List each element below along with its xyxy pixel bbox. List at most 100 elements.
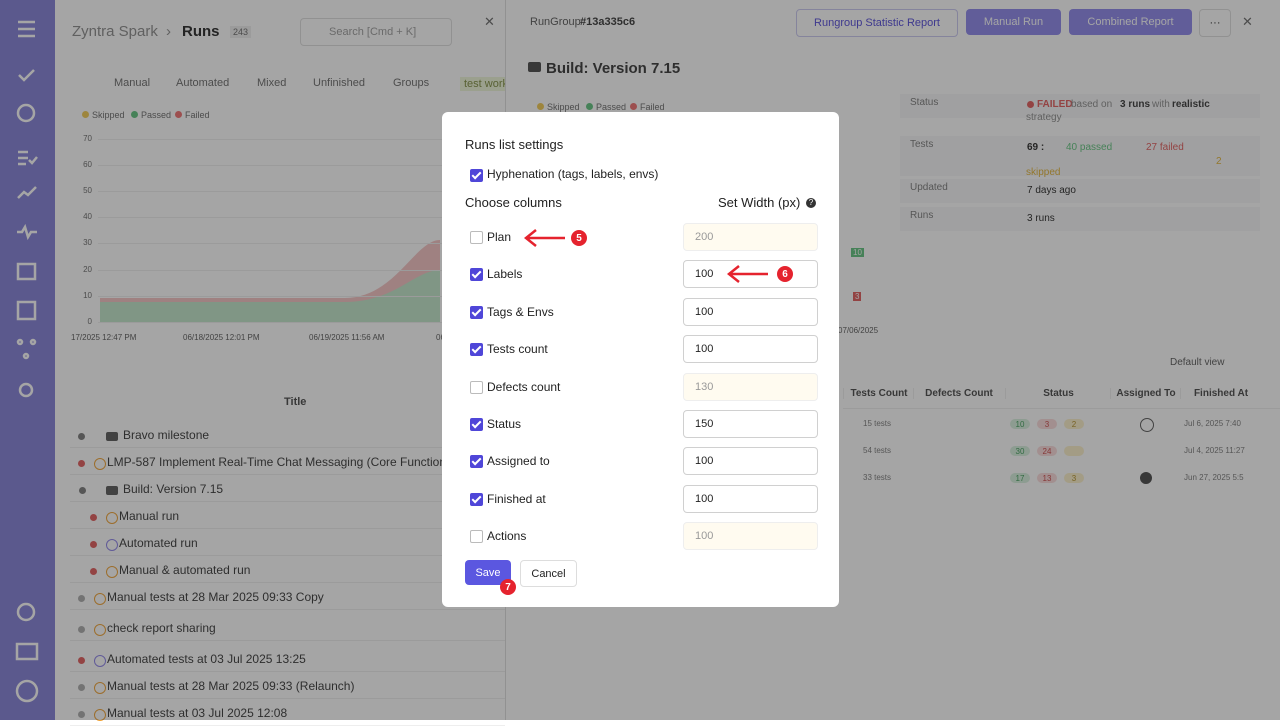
more-button[interactable]: ··· [1199, 9, 1231, 37]
run-title[interactable]: LMP-587 Implement Real-Time Chat Messagi… [107, 455, 453, 469]
width-input[interactable]: 100 [683, 484, 818, 513]
run-title[interactable]: Automated tests at 03 Jul 2025 13:25 [107, 652, 306, 666]
combined-report-button[interactable]: Combined Report [1069, 9, 1192, 35]
avatar [1140, 418, 1154, 432]
step-marker: 5 [571, 230, 587, 246]
tab[interactable]: Mixed [257, 77, 287, 89]
status-pill: 3 [1037, 419, 1057, 429]
x-tick-label: 06/18/2025 12:01 PM [183, 333, 260, 342]
tests-total: 69 : [1027, 142, 1045, 153]
tab[interactable]: test work [460, 77, 513, 91]
column-name: Actions [487, 529, 527, 544]
tests-count: 54 tests [863, 446, 892, 455]
checkbox[interactable] [470, 169, 483, 182]
legend-dot [131, 111, 138, 118]
chart-label: 10 [851, 248, 864, 257]
detail-row [900, 207, 1260, 231]
status-pill: 2 [1064, 419, 1084, 429]
status-text: based on [1071, 99, 1113, 110]
row-line [70, 501, 505, 502]
y-tick-label: 0 [87, 316, 92, 326]
run-icon [106, 566, 118, 578]
finished-at: Jun 27, 2025 5:5 [1184, 473, 1244, 482]
run-title[interactable]: Build: Version 7.15 [123, 482, 224, 496]
tab[interactable]: Manual [114, 77, 151, 89]
width-input[interactable]: 100 [683, 447, 818, 476]
width-input[interactable]: 100 [683, 297, 818, 326]
width-input[interactable]: 100 [683, 335, 818, 364]
run-icon [94, 593, 106, 605]
separator: › [166, 23, 171, 40]
column-name: Tests count [487, 342, 548, 357]
checkbox[interactable] [470, 305, 483, 319]
status-pill: 24 [1037, 446, 1057, 456]
status-pill: 3 [1064, 473, 1084, 483]
y-tick-label: 50 [83, 186, 92, 196]
help-icon[interactable]: ? [806, 198, 816, 208]
checkbox[interactable] [470, 343, 483, 357]
row-line [70, 671, 505, 672]
tab[interactable]: Automated [176, 77, 230, 89]
width-input[interactable]: 100 [683, 260, 818, 289]
run-title[interactable]: Manual tests at 28 Mar 2025 09:33 Copy [107, 590, 324, 604]
status-dot [90, 541, 97, 548]
checkbox[interactable] [470, 418, 483, 431]
column-name: Assigned to [487, 454, 550, 469]
run-title[interactable]: Bravo milestone [123, 428, 210, 442]
close[interactable]: ✕ [1242, 14, 1253, 29]
run-title[interactable]: check report sharing [107, 621, 216, 635]
run-title[interactable]: Manual run [119, 509, 180, 523]
statistic-report-button[interactable]: Rungroup Statistic Report [796, 9, 958, 37]
chart-label: 3 [853, 292, 862, 301]
status-dot [78, 711, 85, 718]
column-name: Status [487, 417, 522, 431]
failed: 27 failed [1146, 142, 1184, 153]
run-title[interactable]: Manual & automated run [119, 563, 251, 577]
checkbox[interactable] [470, 231, 483, 244]
tab[interactable]: Groups [393, 77, 430, 89]
row-line [70, 528, 505, 529]
checkbox[interactable] [470, 530, 483, 544]
width-input[interactable]: 130 [683, 372, 818, 401]
width-input[interactable]: 100 [683, 522, 818, 551]
run-icon [94, 624, 106, 636]
finished-at: Jul 6, 2025 7:40 [1184, 419, 1241, 428]
column-header: Finished At [1180, 388, 1261, 399]
status-dot [1027, 101, 1034, 108]
status-text: realistic [1172, 99, 1210, 110]
y-tick-label: 30 [83, 238, 92, 248]
column-title: Title [284, 396, 307, 408]
search[interactable]: Search [Cmd + K] [300, 18, 452, 46]
skipped: 2 skipped [1026, 156, 1222, 178]
status-dot [90, 514, 97, 521]
status-dot [90, 568, 97, 575]
close-left[interactable]: ✕ [484, 14, 495, 29]
tab[interactable]: Unfinished [313, 77, 365, 89]
detail-label: Updated [910, 182, 948, 193]
hyphenation-label: Hyphenation (tags, labels, envs) [487, 167, 659, 181]
folder-icon [106, 432, 118, 441]
width-input[interactable]: 150 [683, 410, 818, 438]
tests-count: 15 tests [863, 419, 892, 428]
grid-line [98, 139, 443, 140]
run-icon [94, 655, 106, 667]
x-tick-label: 06/19/2025 11:56 AM [309, 333, 385, 342]
run-title[interactable]: Manual tests at 28 Mar 2025 09:33 (Relau… [107, 679, 355, 693]
column-header: Status [1005, 388, 1111, 399]
manual-run-button[interactable]: Manual Run [966, 9, 1061, 35]
column-name: Labels [487, 267, 523, 282]
width-input[interactable]: 200 [683, 223, 818, 251]
project[interactable]: Zyntra Spark [72, 23, 158, 40]
checkbox[interactable] [470, 268, 483, 282]
run-title[interactable]: Automated run [119, 536, 198, 550]
checkbox[interactable] [470, 492, 483, 506]
checkbox[interactable] [470, 455, 483, 469]
cancel-button[interactable]: Cancel [520, 560, 577, 587]
checkbox[interactable] [470, 380, 483, 394]
grid-line [98, 321, 443, 323]
status-dot [78, 460, 85, 467]
runs: 3 runs [1027, 213, 1055, 224]
run-title[interactable]: Manual tests at 03 Jul 2025 12:08 [107, 706, 288, 720]
chart-label: 07/06/2025 [838, 326, 879, 335]
legend-label: Passed [141, 110, 172, 120]
